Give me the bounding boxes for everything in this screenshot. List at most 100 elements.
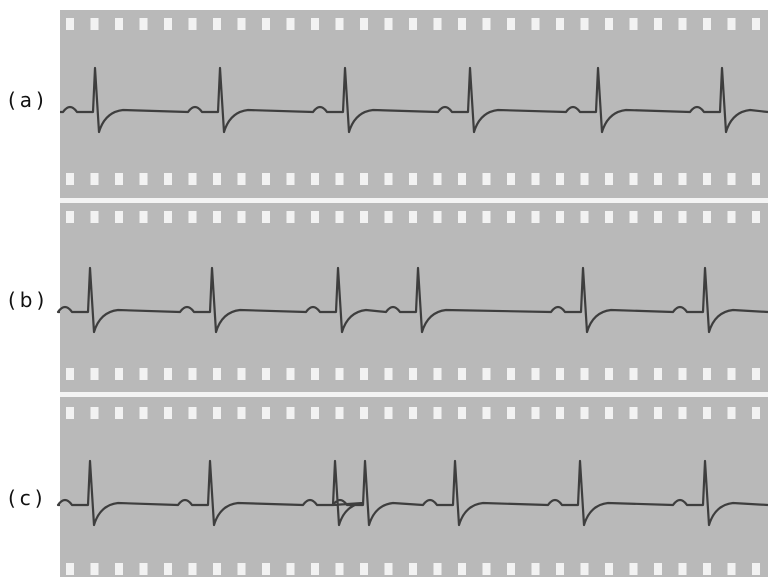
sprocket-hole xyxy=(189,368,197,380)
sprocket-hole xyxy=(605,368,613,380)
sprocket-hole xyxy=(140,18,148,30)
panel-label: (c) xyxy=(8,486,47,510)
sprocket-hole xyxy=(213,368,221,380)
sprocket-hole xyxy=(458,18,466,30)
sprocket-hole xyxy=(728,173,736,185)
sprocket-hole xyxy=(679,211,687,223)
sprocket-hole xyxy=(630,563,638,575)
sprocket-hole xyxy=(385,211,393,223)
sprocket-hole xyxy=(336,407,344,419)
sprocket-hole xyxy=(360,407,368,419)
sprocket-hole xyxy=(458,173,466,185)
sprocket-hole xyxy=(703,18,711,30)
sprocket-hole xyxy=(287,173,295,185)
sprocket-hole xyxy=(66,173,74,185)
sprocket-hole xyxy=(556,211,564,223)
sprocket-hole xyxy=(238,368,246,380)
sprocket-hole xyxy=(556,368,564,380)
sprocket-hole xyxy=(581,18,589,30)
sprocket-hole xyxy=(189,211,197,223)
sprocket-hole xyxy=(458,368,466,380)
sprocket-hole xyxy=(336,18,344,30)
sprocket-hole xyxy=(189,563,197,575)
strip xyxy=(60,397,768,577)
sprocket-hole xyxy=(385,173,393,185)
sprocket-hole xyxy=(605,563,613,575)
sprocket-hole xyxy=(483,18,491,30)
sprocket-hole xyxy=(287,368,295,380)
sprocket-hole xyxy=(679,173,687,185)
sprocket-hole xyxy=(630,211,638,223)
sprocket-hole xyxy=(483,173,491,185)
sprocket-hole xyxy=(140,368,148,380)
sprocket-hole xyxy=(434,368,442,380)
sprocket-hole xyxy=(336,368,344,380)
sprocket-hole xyxy=(213,173,221,185)
sprocket-hole xyxy=(262,211,270,223)
sprocket-hole xyxy=(409,211,417,223)
sprocket-hole xyxy=(532,563,540,575)
sprocket-hole xyxy=(385,18,393,30)
sprocket-hole xyxy=(311,407,319,419)
sprocket-hole xyxy=(556,563,564,575)
sprocket-hole xyxy=(556,173,564,185)
sprocket-hole xyxy=(164,18,172,30)
sprocket-hole xyxy=(360,18,368,30)
sprocket-hole xyxy=(287,407,295,419)
sprocket-hole xyxy=(238,173,246,185)
sprocket-hole xyxy=(507,368,515,380)
sprocket-hole xyxy=(630,173,638,185)
strip xyxy=(60,10,768,198)
sprocket-hole xyxy=(703,563,711,575)
sprocket-hole xyxy=(115,211,123,223)
sprocket-hole xyxy=(409,368,417,380)
sprocket-hole xyxy=(458,211,466,223)
sprocket-hole xyxy=(262,368,270,380)
panel-label: (a) xyxy=(8,88,48,112)
sprocket-hole xyxy=(336,211,344,223)
sprocket-hole xyxy=(409,563,417,575)
sprocket-hole xyxy=(532,368,540,380)
sprocket-hole xyxy=(556,407,564,419)
sprocket-hole xyxy=(91,368,99,380)
sprocket-hole xyxy=(164,368,172,380)
sprocket-hole xyxy=(434,173,442,185)
sprocket-hole xyxy=(434,211,442,223)
sprocket-hole xyxy=(630,407,638,419)
sprocket-hole xyxy=(164,407,172,419)
sprocket-hole xyxy=(213,211,221,223)
sprocket-hole xyxy=(213,18,221,30)
sprocket-hole xyxy=(311,173,319,185)
sprocket-hole xyxy=(532,18,540,30)
sprocket-hole xyxy=(287,211,295,223)
sprocket-hole xyxy=(164,563,172,575)
sprocket-hole xyxy=(336,173,344,185)
sprocket-hole xyxy=(507,173,515,185)
sprocket-hole xyxy=(189,173,197,185)
sprocket-hole xyxy=(115,368,123,380)
sprocket-hole xyxy=(360,173,368,185)
sprocket-hole xyxy=(262,18,270,30)
sprocket-hole xyxy=(605,18,613,30)
sprocket-hole xyxy=(532,173,540,185)
sprocket-hole xyxy=(703,173,711,185)
sprocket-hole xyxy=(581,173,589,185)
sprocket-hole xyxy=(654,211,662,223)
sprocket-hole xyxy=(336,563,344,575)
sprocket-hole xyxy=(385,563,393,575)
strip xyxy=(60,203,768,392)
sprocket-hole xyxy=(434,407,442,419)
sprocket-hole xyxy=(654,407,662,419)
sprocket-hole xyxy=(703,407,711,419)
sprocket-hole xyxy=(91,173,99,185)
sprocket-hole xyxy=(140,211,148,223)
sprocket-hole xyxy=(483,407,491,419)
sprocket-hole xyxy=(728,563,736,575)
sprocket-hole xyxy=(679,407,687,419)
sprocket-hole xyxy=(728,211,736,223)
panel-label: (b) xyxy=(8,288,48,312)
sprocket-hole xyxy=(91,18,99,30)
sprocket-hole xyxy=(115,563,123,575)
sprocket-hole xyxy=(581,407,589,419)
sprocket-hole xyxy=(630,368,638,380)
